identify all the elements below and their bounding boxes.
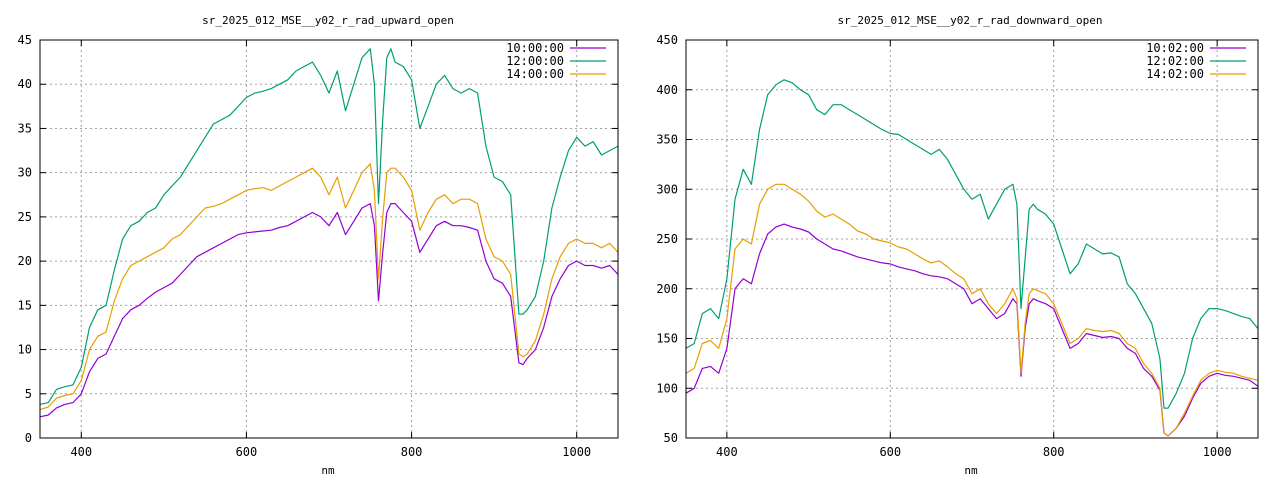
x-axis-label: nm [321,464,335,477]
series-line-100200 [685,223,1259,437]
legend-label: 10:02:00 [1146,41,1204,55]
legend-label: 12:02:00 [1146,54,1204,68]
y-tick-label: 45 [18,33,32,47]
y-tick-label: 350 [656,133,678,147]
x-tick-label: 400 [716,445,738,459]
legend-label: 14:00:00 [506,67,564,81]
series-line-140200 [685,183,1259,437]
chart-panel-upward: sr_2025_012_MSE__y02_r_rad_upward_open 4… [18,14,619,477]
chart-upward: sr_2025_012_MSE__y02_r_rad_upward_open 4… [18,14,619,477]
x-tick-label: 1000 [1203,445,1232,459]
chart-downward: sr_2025_012_MSE__y02_r_rad_downward_open… [656,14,1259,477]
y-tick-label: 15 [18,298,32,312]
y-tick-label: 200 [656,282,678,296]
legend-label: 10:00:00 [506,41,564,55]
chart-title: sr_2025_012_MSE__y02_r_rad_downward_open [838,14,1103,27]
series-line-120000 [39,48,619,405]
y-tick-label: 150 [656,332,678,346]
x-tick-label: 1000 [562,445,591,459]
series-line-140000 [39,163,619,411]
y-tick-label: 250 [656,232,678,246]
y-tick-label: 10 [18,343,32,357]
x-tick-label: 600 [236,445,258,459]
y-tick-label: 50 [664,431,678,445]
y-tick-label: 20 [18,254,32,268]
series-line-120200 [685,79,1259,409]
y-tick-label: 450 [656,33,678,47]
y-tick-label: 400 [656,83,678,97]
x-tick-label: 400 [70,445,92,459]
x-tick-label: 800 [1043,445,1065,459]
y-tick-label: 5 [25,387,32,401]
legend-label: 14:02:00 [1146,67,1204,81]
y-tick-label: 100 [656,381,678,395]
chart-title: sr_2025_012_MSE__y02_r_rad_upward_open [202,14,454,27]
x-axis-label: nm [964,464,978,477]
y-tick-label: 25 [18,210,32,224]
x-tick-label: 600 [879,445,901,459]
y-tick-label: 300 [656,182,678,196]
y-tick-label: 0 [25,431,32,445]
x-tick-label: 800 [401,445,423,459]
y-tick-label: 30 [18,166,32,180]
chart-panel-downward: sr_2025_012_MSE__y02_r_rad_downward_open… [640,0,1280,480]
y-tick-label: 35 [18,121,32,135]
series-line-100000 [39,203,619,418]
plot-frame [39,39,619,439]
legend-label: 12:00:00 [506,54,564,68]
y-tick-label: 40 [18,77,32,91]
